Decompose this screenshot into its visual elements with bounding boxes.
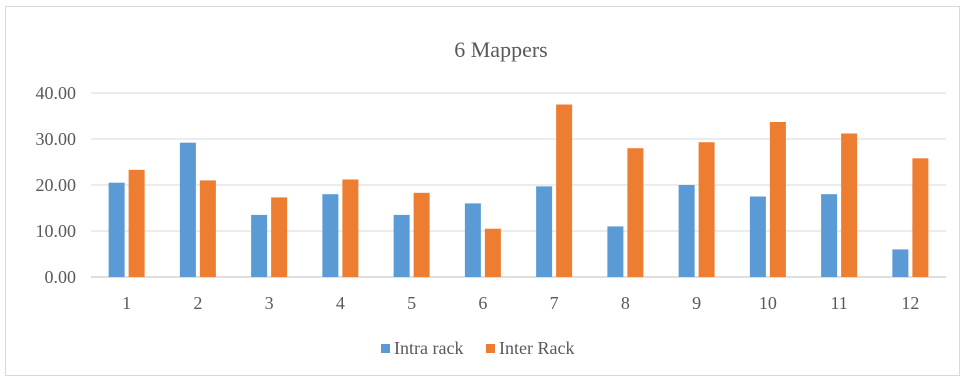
bar-inter-rack <box>627 148 644 277</box>
x-tick-label: 9 <box>692 293 701 313</box>
bars <box>108 104 929 277</box>
bar-inter-rack <box>342 179 359 277</box>
y-axis-tick-labels: 0.00 10.00 20.00 30.00 40.00 <box>36 83 77 287</box>
bar-inter-rack <box>128 169 145 277</box>
bar-intra-rack <box>892 249 909 277</box>
legend-label: Inter Rack <box>499 338 574 358</box>
y-tick-label: 30.00 <box>36 129 77 149</box>
bar-intra-rack <box>821 194 838 277</box>
y-tick-label: 10.00 <box>36 221 77 241</box>
x-tick-label: 7 <box>550 293 559 313</box>
bar-inter-rack <box>413 192 430 277</box>
x-tick-label: 5 <box>407 293 416 313</box>
bar-inter-rack <box>271 197 288 277</box>
bar-inter-rack <box>556 104 573 277</box>
bar-intra-rack <box>322 194 339 277</box>
x-tick-label: 10 <box>759 293 777 313</box>
bar-intra-rack <box>179 142 196 277</box>
x-tick-label: 3 <box>265 293 274 313</box>
legend-swatch <box>381 344 390 353</box>
legend-swatch <box>486 344 495 353</box>
bar-inter-rack <box>769 121 786 277</box>
bar-intra-rack <box>749 196 766 277</box>
chart-title: 6 Mappers <box>454 37 547 62</box>
legend: Intra rack Inter Rack <box>381 338 574 358</box>
x-axis-tick-labels: 1 2 3 4 5 6 7 8 9 10 11 12 <box>122 293 919 313</box>
bar-inter-rack <box>698 142 715 277</box>
bar-intra-rack <box>393 214 410 277</box>
legend-label: Intra rack <box>394 338 463 358</box>
x-tick-label: 1 <box>122 293 131 313</box>
x-tick-label: 11 <box>830 293 847 313</box>
bar-intra-rack <box>607 226 624 277</box>
y-tick-label: 0.00 <box>45 267 77 287</box>
bar-intra-rack <box>678 185 695 277</box>
x-tick-label: 6 <box>478 293 487 313</box>
bar-intra-rack <box>464 203 481 277</box>
bar-intra-rack <box>108 182 125 277</box>
bar-intra-rack <box>251 214 268 277</box>
x-tick-label: 4 <box>336 293 345 313</box>
bar-inter-rack <box>841 133 858 277</box>
x-tick-label: 12 <box>901 293 919 313</box>
bar-inter-rack <box>912 158 929 277</box>
x-tick-label: 8 <box>621 293 630 313</box>
bar-inter-rack <box>199 180 216 277</box>
y-tick-label: 40.00 <box>36 83 77 103</box>
x-tick-label: 2 <box>193 293 202 313</box>
bar-intra-rack <box>536 186 553 277</box>
gridlines <box>91 92 946 278</box>
bar-inter-rack <box>484 228 501 277</box>
y-tick-label: 20.00 <box>36 175 77 195</box>
